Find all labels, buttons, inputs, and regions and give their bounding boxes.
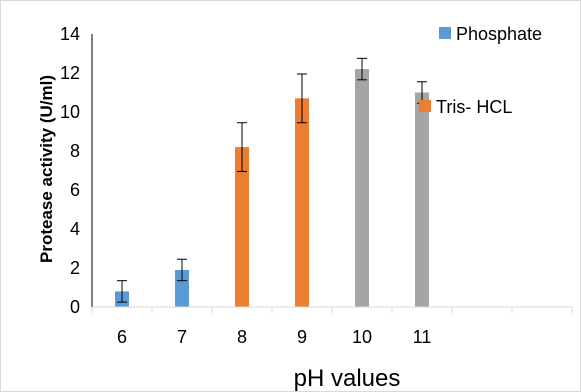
- x-tick-label: 11: [413, 327, 432, 347]
- legend-swatch: [419, 100, 431, 112]
- legend-swatch: [439, 27, 451, 39]
- bar: [355, 69, 369, 307]
- bar: [235, 147, 249, 307]
- x-axis-title: pH values: [294, 365, 401, 391]
- y-tick-label: 6: [70, 180, 80, 200]
- x-tick-label: 8: [237, 327, 247, 347]
- y-tick-label: 0: [70, 297, 80, 317]
- y-axis-title: Protease activity (U/ml): [37, 75, 56, 263]
- bar-series: [115, 69, 429, 307]
- bar: [175, 269, 189, 307]
- y-tick-label: 14: [60, 24, 80, 44]
- legend: Phosphate Tris- HCL: [419, 24, 542, 117]
- bar: [415, 92, 429, 307]
- x-tick-label: 9: [297, 327, 307, 347]
- y-tick-label: 2: [70, 258, 80, 278]
- legend-label: Tris- HCL: [436, 97, 512, 117]
- x-axis-ticks: 6 7 8 9 10 11: [91, 307, 573, 347]
- legend-label: Phosphate: [456, 24, 542, 44]
- y-tick-label: 12: [60, 63, 80, 83]
- bar: [295, 98, 309, 307]
- x-tick-label: 10: [352, 327, 372, 347]
- x-tick-label: 7: [177, 327, 187, 347]
- y-axis-ticks: 0 2 4 6 8 10 12 14: [60, 24, 80, 317]
- axes: [91, 34, 572, 308]
- y-tick-label: 10: [60, 102, 80, 122]
- x-tick-label: 6: [117, 327, 127, 347]
- error-bars: [117, 57, 427, 303]
- y-tick-label: 8: [70, 141, 80, 161]
- y-tick-label: 4: [70, 219, 80, 239]
